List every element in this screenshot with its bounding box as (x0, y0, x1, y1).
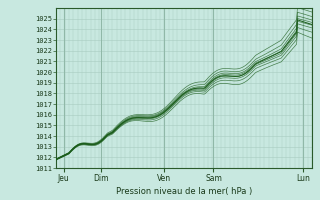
X-axis label: Pression niveau de la mer( hPa ): Pression niveau de la mer( hPa ) (116, 187, 252, 196)
